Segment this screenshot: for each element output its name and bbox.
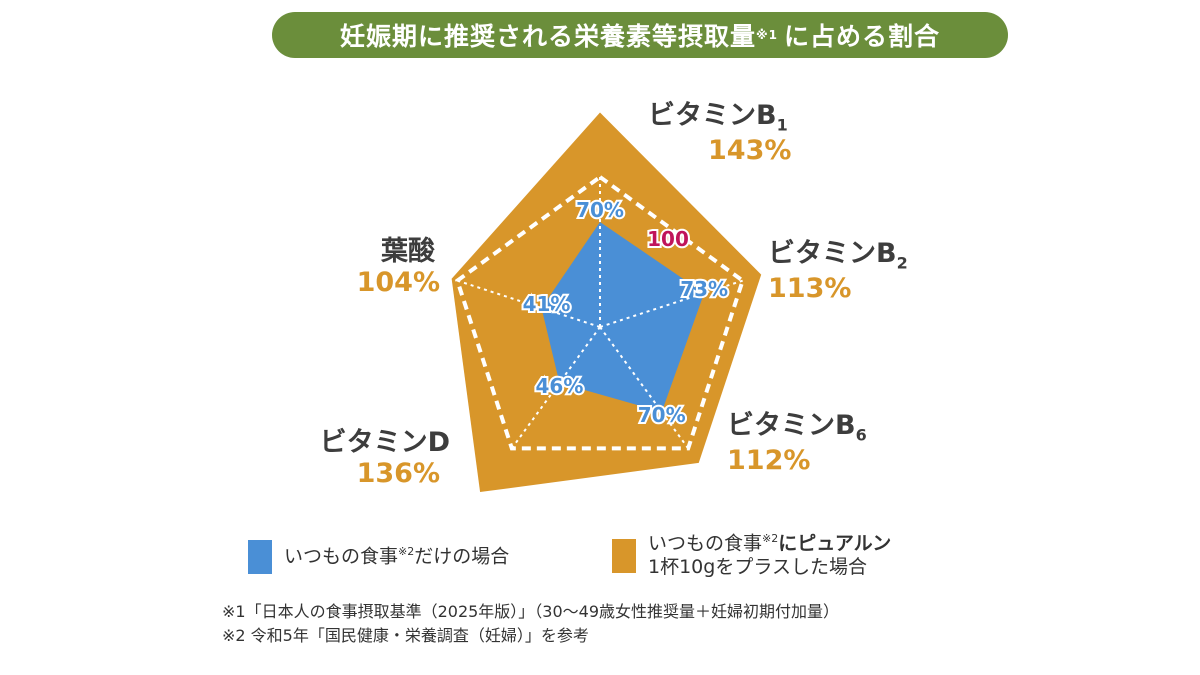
legend-item-with-pureln: いつもの食事※2にピュアルン 1杯10gをプラスした場合 [612, 532, 891, 580]
series-area-usual-diet [541, 222, 705, 412]
axis-label-b6: ビタミンB6 112% [727, 410, 867, 476]
reference-100-ring [454, 174, 746, 451]
footnotes: ※1「日本人の食事摂取基準（2025年版）」（30〜49歳女性推奨量＋妊婦初期付… [222, 600, 839, 648]
chart-title: 妊娠期に推奨される栄養素等摂取量 ※1 に占める割合 [272, 12, 1008, 58]
data-label-usual-diet: 73% [680, 277, 728, 301]
footnote-1: ※1「日本人の食事摂取基準（2025年版）」（30〜49歳女性推奨量＋妊婦初期付… [222, 602, 840, 621]
axis-label-folic-acid: 葉酸 104% [356, 236, 440, 299]
axis-label-b1: ビタミンB1 143% [648, 100, 792, 166]
data-label-usual-diet: 70% [576, 198, 624, 222]
reference-label: 100 [647, 227, 689, 251]
axis-label-b2: ビタミンB2 113% [768, 238, 908, 304]
footnote-2: ※2 令和5年「国民健康・栄養調査（妊婦）」を参考 [222, 626, 589, 645]
legend-swatch [248, 540, 272, 574]
data-label-usual-diet: 41% [523, 292, 571, 316]
legend-swatch [612, 538, 636, 573]
data-label-usual-diet: 46% [536, 374, 584, 398]
data-label-usual-diet: 70% [638, 403, 686, 427]
legend-item-usual-diet: いつもの食事※2だけの場合 [248, 540, 509, 574]
axis-label-d: ビタミンD 136% [319, 427, 450, 490]
